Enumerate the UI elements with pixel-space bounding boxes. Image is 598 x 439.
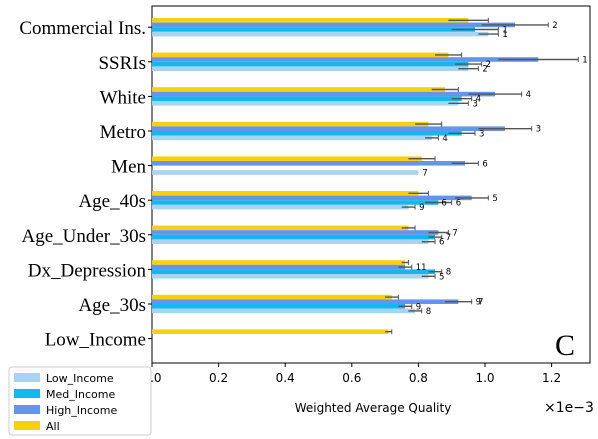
x-axis-label: Weighted Average Quality [295, 401, 452, 415]
rank-label-med-income-0: 1 [502, 26, 507, 36]
rank-label-med-income-3: 3 [479, 129, 484, 139]
legend-frame [8, 366, 152, 436]
category-label-5: Age_40s [78, 191, 146, 212]
rank-label-high-income-7: 11 [416, 263, 427, 273]
bar-high-income-4 [152, 161, 466, 166]
bar-med-income-0 [152, 27, 476, 32]
rank-label-low-income-1: 2 [482, 65, 487, 75]
legend-swatch-low-income [14, 373, 40, 382]
bar-all-4 [152, 156, 422, 161]
bar-high-income-3 [152, 126, 505, 131]
bar-med-income-1 [152, 61, 469, 67]
bar-low-income-1 [152, 66, 469, 71]
rank-label-low-income-0: 1 [502, 30, 507, 40]
category-label-9: Low_Income [45, 330, 146, 351]
bar-all-9 [152, 329, 389, 334]
rank-label-low-income-5: 9 [419, 203, 424, 213]
bar-all-1 [152, 52, 449, 58]
rank-label-med-income-5: 6 [456, 199, 461, 209]
legend-swatch-high-income [14, 405, 40, 414]
panel-letter: C [555, 329, 575, 362]
bar-med-income-8 [152, 304, 406, 309]
category-label-3: Metro [100, 122, 146, 143]
category-label-7: Dx_Depression [28, 260, 147, 281]
rank-label-low-income-2: 3 [472, 99, 477, 109]
bar-all-5 [152, 191, 419, 196]
rank-label-med-income-6: 7 [446, 233, 451, 243]
legend-label-all: All [46, 420, 60, 433]
rank-label-high-income-0: 2 [552, 21, 557, 31]
bar-med-income-6 [152, 234, 436, 240]
bar-low-income-7 [152, 274, 429, 279]
rank-label-low-income-7: 5 [439, 272, 444, 282]
rank-label-high-income-1: 1 [582, 56, 587, 66]
x-ticks-group: 0.0 0.2 0.4 0.6 0.8 1.0 1.2 [142, 363, 561, 385]
category-label-4: Men [111, 157, 146, 178]
x-tick-label-3: 0.6 [342, 371, 361, 385]
error-bars-group [385, 17, 579, 335]
rank-label-med-income-1: 2 [486, 60, 491, 70]
rank-label-high-income-5: 5 [492, 194, 497, 204]
rank-label-low-income-6: 6 [439, 238, 444, 248]
category-label-2: White [100, 87, 146, 108]
bar-high-income-1 [152, 57, 539, 62]
x-scale-label: ×1e−3 [544, 400, 594, 416]
category-label-8: Age_30s [78, 295, 146, 316]
x-tick-label-6: 1.2 [542, 371, 561, 385]
bar-all-0 [152, 18, 469, 23]
category-label-6: Age_Under_30s [21, 226, 146, 247]
bar-all-3 [152, 121, 429, 127]
bar-low-income-5 [152, 204, 409, 210]
x-tick-label-5: 1.0 [475, 371, 494, 385]
legend-swatch-all [14, 421, 40, 430]
rank-label-med-income-7: 8 [446, 268, 451, 278]
x-tick-label-4: 0.8 [409, 371, 428, 385]
x-tick-label-2: 0.4 [276, 371, 295, 385]
rank-label-high-income-4: 6 [482, 159, 487, 169]
category-labels-group: Commercial Ins. SSRIs White Metro Men Age_40s… [19, 18, 152, 351]
bar-high-income-8 [152, 299, 459, 304]
extra-rank-label-1: 7 [478, 298, 483, 308]
legend-label-med-income: Med_Income [46, 388, 115, 401]
legend-label-high-income: High_Income [46, 404, 117, 417]
bars-group [152, 18, 539, 334]
bar-all-2 [152, 87, 446, 92]
bar-low-income-3 [152, 135, 432, 141]
rank-label-med-income-2: 4 [476, 95, 481, 105]
rank-label-low-income-4: 7 [422, 169, 427, 179]
bar-high-income-0 [152, 22, 515, 28]
rank-label-high-income-2: 4 [526, 90, 531, 100]
bar-high-income-2 [152, 91, 495, 97]
rank-label-high-income-8: 9 [476, 298, 481, 308]
extra-rank-label-0: 6 [441, 199, 446, 209]
bar-low-income-0 [152, 31, 489, 37]
rank-label-low-income-3: 4 [442, 134, 447, 144]
bar-high-income-5 [152, 195, 472, 201]
bar-high-income-6 [152, 230, 439, 235]
bar-med-income-3 [152, 131, 462, 136]
bar-all-7 [152, 260, 406, 265]
legend: Low_Income Med_Income High_Income All [8, 366, 152, 436]
rank-label-high-income-3: 3 [536, 125, 541, 135]
bar-low-income-2 [152, 101, 459, 106]
bar-low-income-4 [152, 170, 419, 175]
legend-swatch-med-income [14, 389, 40, 398]
category-label-1: SSRIs [98, 53, 146, 74]
bar-high-income-7 [152, 264, 406, 270]
x-tick-label-1: 0.2 [209, 371, 228, 385]
rank-label-med-income-8: 9 [416, 302, 421, 312]
bar-med-income-5 [152, 200, 439, 205]
bar-all-6 [152, 225, 409, 231]
rank-label-low-income-8: 8 [426, 307, 431, 317]
legend-label-low-income: Low_Income [46, 372, 114, 385]
rank-label-high-income-6: 7 [452, 229, 457, 239]
category-label-0: Commercial Ins. [19, 18, 146, 39]
bar-low-income-8 [152, 308, 416, 314]
bar-low-income-6 [152, 239, 429, 244]
bar-med-income-2 [152, 96, 462, 101]
bar-all-8 [152, 294, 392, 300]
bar-med-income-7 [152, 269, 436, 274]
